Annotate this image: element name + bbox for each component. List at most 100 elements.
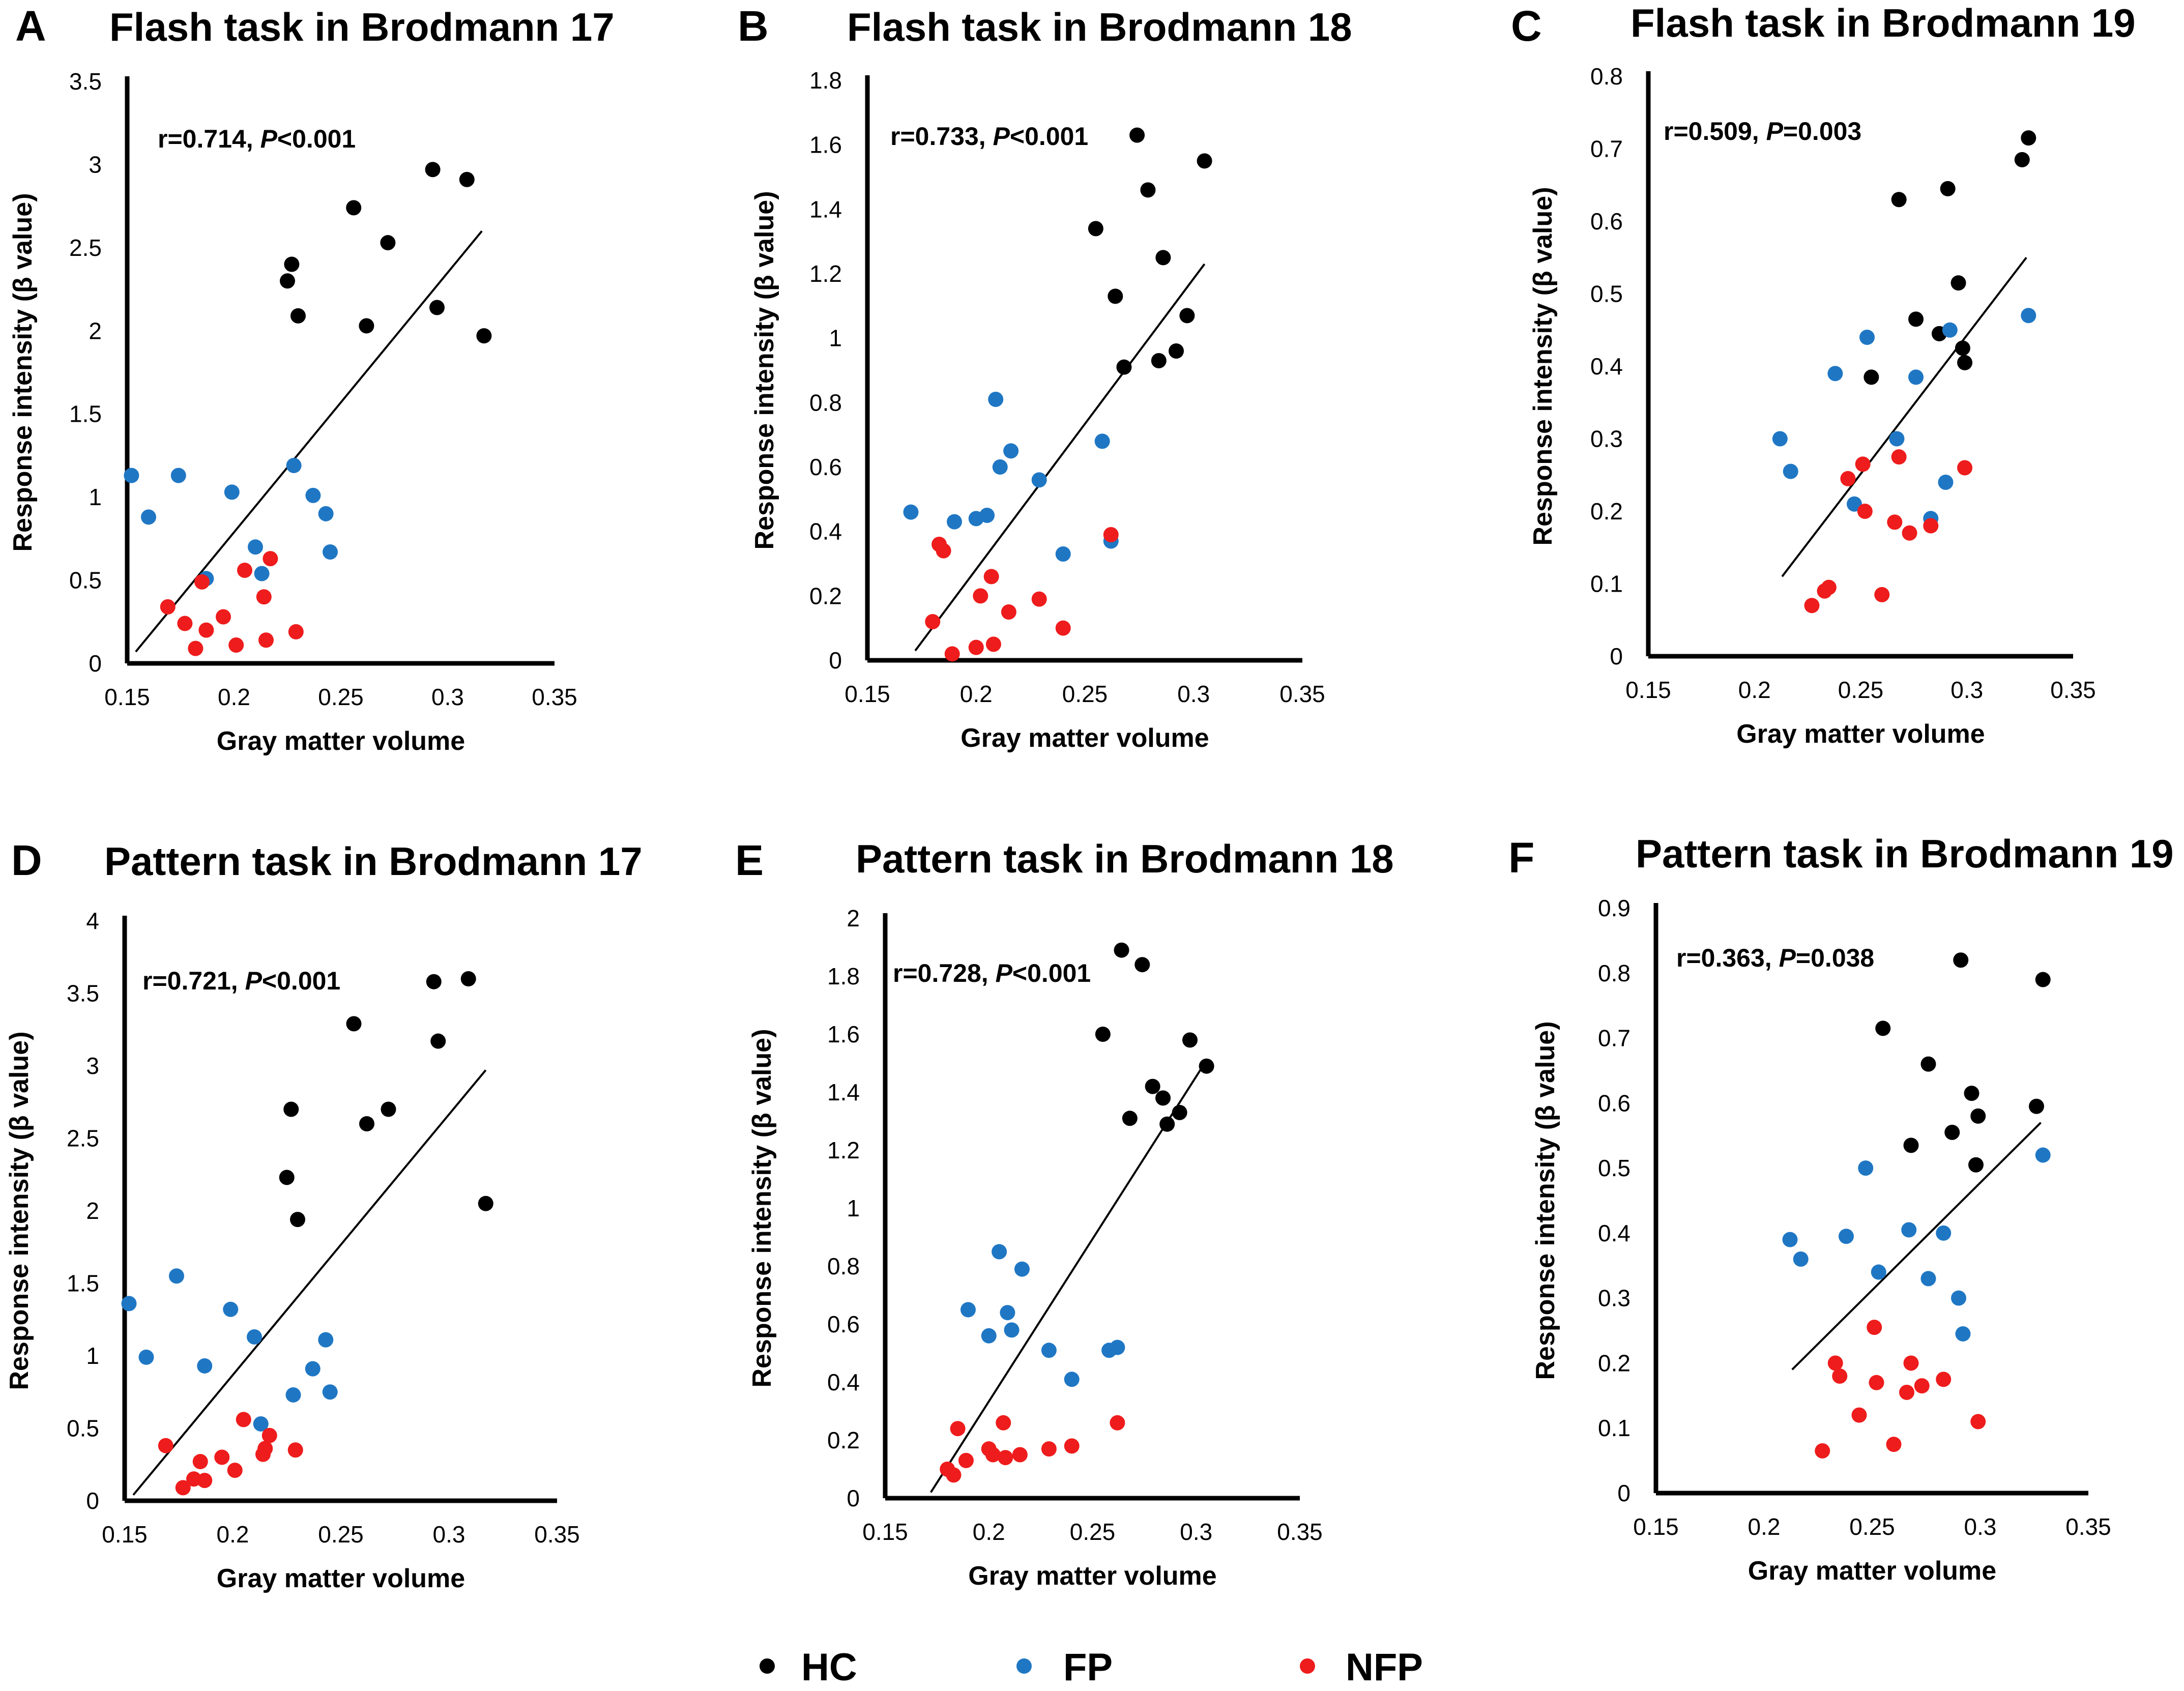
correlation-p-value: <0.001 [277, 125, 356, 153]
x-tick-label: 0.2 [973, 1519, 1005, 1545]
x-tick-label: 0.25 [1838, 677, 1884, 703]
y-tick-label: 0.4 [827, 1369, 860, 1395]
data-point-fp [305, 1361, 321, 1377]
data-point-hc [290, 308, 306, 324]
correlation-r: r=0.728, [893, 959, 996, 987]
data-point-fp [992, 459, 1008, 475]
panel-title: Flash task in Brodmann 19 [1630, 1, 2136, 45]
data-point-hc [1940, 181, 1956, 196]
data-point-hc [426, 974, 442, 989]
x-tick-label: 0.35 [534, 1521, 580, 1548]
x-tick-label: 0.35 [2050, 677, 2096, 703]
data-point-hc [2035, 972, 2051, 987]
data-point-fp [1951, 1290, 1966, 1306]
data-point-nfp [1840, 471, 1856, 486]
y-tick-label: 0 [1610, 643, 1623, 669]
data-point-nfp [1914, 1378, 1930, 1394]
data-point-nfp [1869, 1375, 1884, 1390]
panel-letter: C [1511, 2, 1542, 50]
x-tick-label: 0.3 [1950, 677, 1983, 703]
data-point-nfp [1936, 1372, 1952, 1387]
panel-letter: B [738, 2, 769, 50]
data-point-nfp [198, 622, 214, 638]
data-point-nfp [177, 616, 193, 631]
correlation-p-value: <0.001 [1012, 959, 1091, 987]
data-point-fp [318, 1332, 334, 1348]
correlation-p-value: =0.003 [1783, 117, 1861, 145]
legend: HC FP NFP [760, 1646, 1423, 1689]
data-point-hc [1116, 359, 1132, 375]
series-nfp [1815, 1320, 1986, 1459]
legend-marker [1300, 1658, 1315, 1674]
data-point-hc [2014, 152, 2030, 167]
data-point-nfp [1891, 449, 1907, 465]
data-point-fp [1920, 1271, 1936, 1287]
data-point-fp [1000, 1305, 1015, 1321]
data-point-fp [1936, 1225, 1952, 1241]
data-point-nfp [1957, 460, 1973, 476]
data-point-nfp [1064, 1438, 1080, 1454]
y-tick-label: 0.5 [69, 567, 102, 594]
data-point-hc [1944, 1124, 1960, 1140]
data-point-nfp [1031, 591, 1047, 607]
data-point-fp [254, 566, 270, 581]
data-point-nfp [175, 1480, 191, 1496]
x-tick-label: 0.35 [2065, 1513, 2111, 1540]
data-point-fp [1793, 1251, 1809, 1267]
y-axis-label: Response intensity (β value) [747, 1029, 777, 1387]
data-point-nfp [287, 1442, 303, 1458]
data-point-hc [1955, 340, 1970, 356]
data-point-hc [1172, 1104, 1187, 1120]
y-tick-label: 1.5 [69, 401, 102, 427]
y-tick-label: 2.5 [67, 1125, 99, 1152]
panel-title: Flash task in Brodmann 18 [847, 5, 1352, 49]
data-point-hc [381, 1101, 396, 1117]
data-point-nfp [985, 1447, 1001, 1463]
y-tick-label: 1.6 [827, 1021, 860, 1047]
series-fp [121, 1268, 338, 1432]
data-point-fp [197, 1358, 213, 1374]
data-point-fp [1871, 1264, 1886, 1280]
data-point-hc [1145, 1078, 1160, 1094]
data-point-fp [1889, 431, 1905, 447]
data-point-hc [380, 235, 396, 251]
data-point-fp [1901, 1222, 1917, 1238]
data-point-nfp [1827, 1355, 1843, 1371]
data-point-fp [1839, 1229, 1854, 1244]
data-point-nfp [237, 562, 252, 578]
fit-line [135, 230, 483, 653]
data-point-hc [1088, 221, 1103, 237]
data-point-hc [1108, 288, 1123, 304]
data-point-nfp [925, 614, 941, 629]
data-point-nfp [1832, 1368, 1848, 1384]
x-tick-label: 0.2 [218, 684, 250, 710]
data-point-nfp [257, 1441, 273, 1456]
series-hc [1095, 942, 1214, 1132]
y-tick-label: 1.2 [827, 1137, 860, 1163]
x-tick-label: 0.15 [845, 681, 890, 707]
data-point-hc [1908, 311, 1924, 327]
fit-line [914, 263, 1206, 652]
correlation-r: r=0.509, [1664, 117, 1766, 145]
legend-marker [760, 1658, 775, 1674]
correlation-annotation: r=0.363, P=0.038 [1676, 944, 1874, 972]
y-tick-label: 1 [829, 325, 842, 352]
correlation-p-label: P [245, 967, 263, 995]
data-point-nfp [1110, 1415, 1125, 1431]
data-point-hc [290, 1212, 305, 1228]
x-tick-label: 0.15 [862, 1519, 908, 1545]
data-point-nfp [950, 1421, 966, 1437]
data-point-fp [988, 392, 1004, 407]
y-axis-label: Response intensity (β value) [5, 1031, 34, 1390]
y-axis-label: Response intensity (β value) [750, 191, 779, 549]
x-tick-label: 0.3 [431, 684, 464, 710]
data-point-fp [285, 1387, 301, 1403]
x-tick-label: 0.25 [1849, 1513, 1895, 1540]
correlation-annotation: r=0.728, P<0.001 [893, 959, 1091, 987]
x-tick-label: 0.2 [217, 1521, 249, 1548]
panel-title: Flash task in Brodmann 17 [109, 5, 615, 49]
y-tick-label: 0 [847, 1485, 860, 1511]
data-point-fp [1094, 433, 1110, 449]
data-point-hc [1920, 1056, 1936, 1072]
fit-line [132, 1069, 487, 1496]
